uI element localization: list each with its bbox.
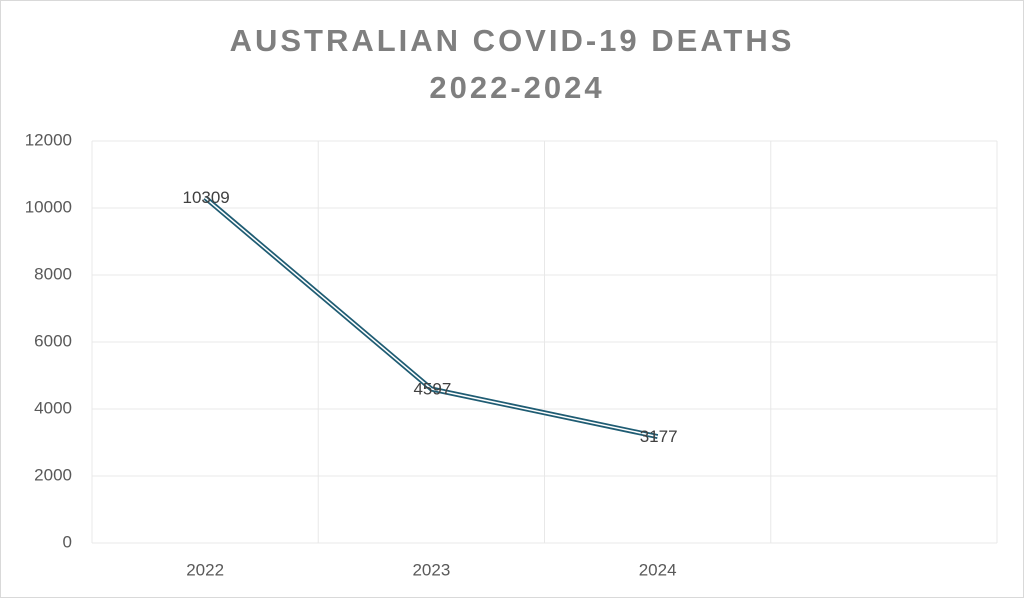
y-tick-label: 2000 (34, 465, 72, 484)
line-inner (204, 197, 658, 438)
y-tick-label: 4000 (34, 398, 72, 417)
data-label: 3177 (640, 427, 678, 446)
data-label: 10309 (182, 188, 229, 207)
x-tick-label: 2023 (412, 560, 450, 579)
chart-title: 2022-2024 (429, 70, 604, 105)
y-tick-label: 0 (63, 532, 72, 551)
y-tick-label: 8000 (34, 264, 72, 283)
y-tick-label: 12000 (25, 130, 72, 149)
x-tick-label: 2024 (639, 560, 677, 579)
y-tick-label: 10000 (25, 197, 72, 216)
y-tick-label: 6000 (34, 331, 72, 350)
x-tick-label: 2022 (186, 560, 224, 579)
chart-title: AUSTRALIAN COVID-19 DEATHS (230, 23, 795, 58)
data-label: 4597 (413, 379, 451, 398)
